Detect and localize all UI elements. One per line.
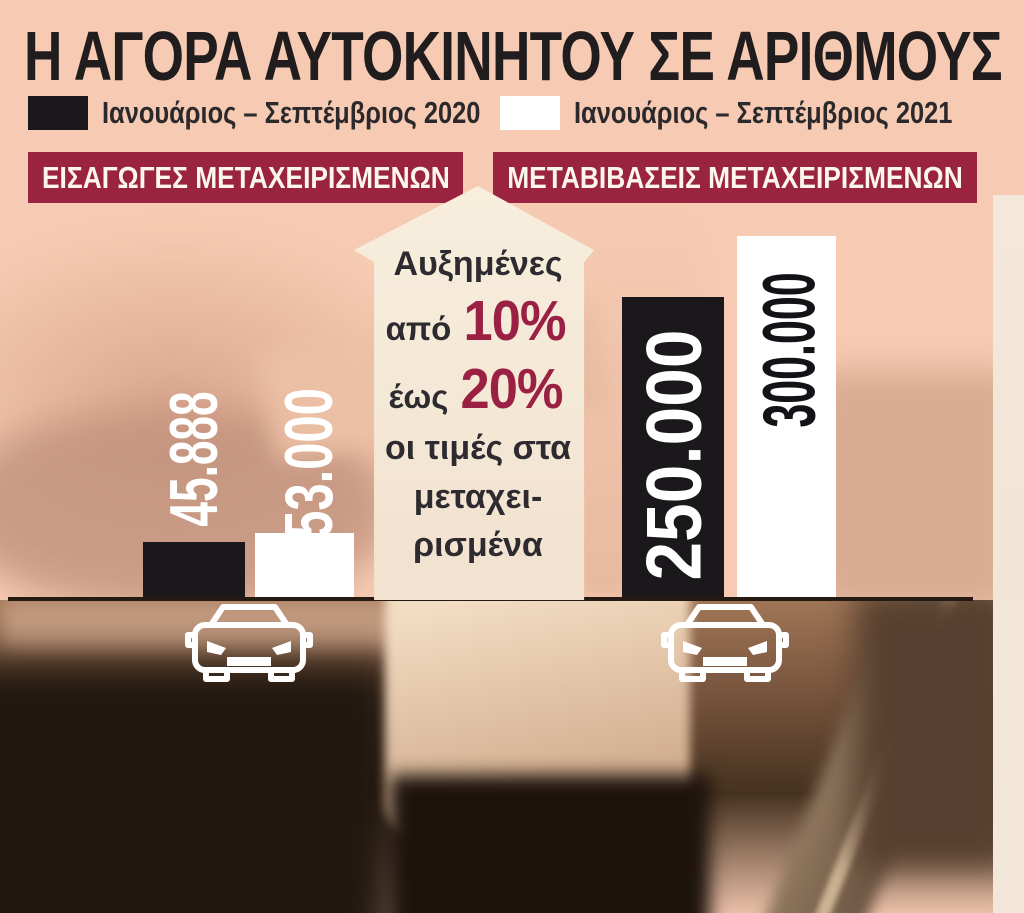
bar-imports-2021 (255, 533, 354, 600)
page-title: Η ΑΓΟΡΑ ΑΥΤΟΚΙΝΗΤΟΥ ΣΕ ΑΡΙΘΜΟΥΣ (24, 17, 1003, 95)
value-label-transfers-2021: 300.000 (747, 272, 831, 428)
photo-suv-bumper (390, 775, 710, 913)
photo-bottom-half (0, 600, 1024, 913)
car-front-icon (661, 604, 789, 682)
callout-line: οι τιμές στα (385, 429, 571, 468)
section-header-imports: ΕΙΣΑΓΩΓΕΣ ΜΕΤΑΧΕΙΡΙΣΜΕΝΩΝ (28, 152, 463, 203)
legend-label-2020: Ιανουάριος – Σεπτέμβριος 2020 (102, 95, 481, 130)
photo-blur-shape (815, 370, 1015, 610)
callout-pct-from: 10% (463, 289, 567, 354)
section-header-transfers-label: ΜΕΤΑΒΙΒΑΣΕΙΣ ΜΕΤΑΧΕΙΡΙΣΜΕΝΩΝ (507, 159, 963, 195)
legend-swatch-2020 (28, 96, 88, 130)
bar-transfers-2021 (737, 236, 836, 600)
legend-swatch-2021 (500, 96, 560, 130)
section-header-transfers: ΜΕΤΑΒΙΒΑΣΕΙΣ ΜΕΤΑΧΕΙΡΙΣΜΕΝΩΝ (493, 152, 977, 203)
callout-word-from: από (385, 310, 452, 348)
photo-blur-shape (855, 600, 1015, 870)
value-label-imports-2021: 53.000 (271, 388, 347, 538)
price-increase-callout: Αυξημένες από 10% έως 20% οι τιμές στα μ… (362, 240, 594, 569)
callout-line: Αυξημένες (393, 245, 563, 283)
photo-blur-shape (0, 660, 400, 913)
photo-right-strip (993, 600, 1024, 913)
callout-word-to: έως (388, 378, 449, 416)
callout-line: έως 20% (362, 356, 594, 424)
value-label-imports-2020: 45.888 (156, 391, 232, 527)
legend-item-2021: Ιανουάριος – Σεπτέμβριος 2021 (500, 94, 1024, 132)
car-front-icon (185, 604, 313, 682)
bar-imports-2020 (143, 542, 245, 600)
callout-line: μεταχει- (413, 477, 543, 516)
section-header-imports-label: ΕΙΣΑΓΩΓΕΣ ΜΕΤΑΧΕΙΡΙΣΜΕΝΩΝ (41, 159, 450, 195)
bar-transfers-2020 (622, 297, 724, 600)
up-arrow-shape (353, 186, 595, 600)
legend-label-2021: Ιανουάριος – Σεπτέμβριος 2021 (574, 95, 953, 130)
callout-pct-to: 20% (460, 357, 564, 422)
legend-item-2020: Ιανουάριος – Σεπτέμβριος 2020 (28, 94, 563, 132)
callout-line: ρισμένα (413, 525, 543, 564)
value-label-transfers-2020: 250.000 (629, 329, 718, 581)
callout-line: από 10% (362, 288, 594, 356)
